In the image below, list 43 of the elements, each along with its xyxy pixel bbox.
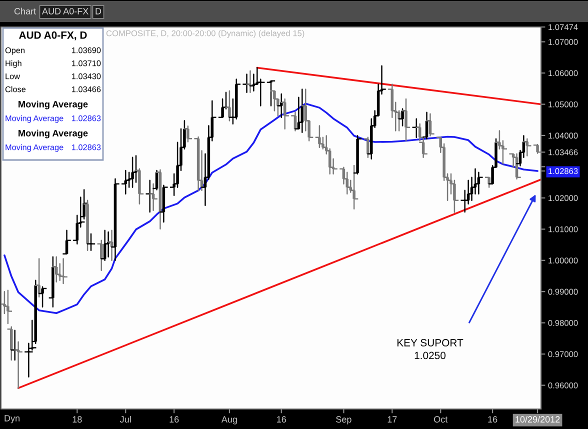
y-tick-label: 1.05000 [548,101,578,108]
text: Close 1.03466 [5,86,101,92]
text: D [96,8,102,14]
x-tick-label: 16 [170,416,179,423]
y-tick-label: 1.07000 [548,39,578,45]
text: AUD A0-FX [42,8,88,14]
text: Chart [14,8,36,14]
y-tick-label: 1.00000 [548,258,578,264]
annotation: Moving Average 1.02863 [6,115,101,123]
annotation: Moving Average [18,100,88,110]
x-tick-label: Jul [120,416,131,423]
x-tick-label: 17 [388,416,397,422]
y-tick-label: 1.01000 [548,226,578,232]
y-tick-label: 1.02000 [548,195,578,202]
chart-title: AUD A0-FX, D [19,31,87,40]
candlestick [160,184,168,223]
x-tick-label: 16 [488,416,498,423]
x-tick-label: Sep [336,416,352,424]
annotation: KEY SUPORT 1.0250 [397,339,464,360]
y-tick-label: 1.06000 [548,70,578,76]
annotation: Moving Average 1.02863 [6,144,101,152]
x-tick-label: Oct [434,416,448,423]
y-tick-label: 0.96000 [548,382,578,388]
text: Low 1.03430 [6,73,101,80]
y-tick-label: 1.04000 [548,132,578,139]
chart-subtitle: COMPOSITE, D, 20:00-20:00 (Dynamic) (delayed 15) [106,30,304,38]
y-tick-label: 0.97000 [548,351,578,358]
text: High 1.03710 [6,60,101,68]
y-tick-label: 1.02863 [548,168,578,174]
candlestick [184,125,192,142]
text: Dyn [4,415,20,424]
line-series [4,102,538,314]
x-tick-label: Aug [221,416,237,424]
candlestick [86,233,96,252]
y-tick-label: 0.98000 [548,320,578,326]
x-tick-label: 18 [72,416,82,423]
text: Open 1.03690 [5,47,101,55]
x-tick-label: 16 [277,416,286,423]
y-tick-label: 0.99000 [548,288,578,295]
y-tick-label: 1.03466 [548,149,578,156]
y-tick-label: 1.07474 [548,24,578,30]
annotation: Moving Average [18,130,88,138]
x-tick-label: 10/29/2012 [516,416,560,423]
